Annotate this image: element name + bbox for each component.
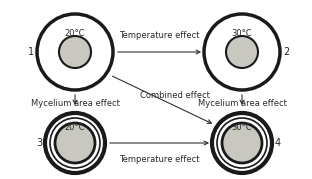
Circle shape xyxy=(212,113,272,173)
Text: 20°C: 20°C xyxy=(65,124,85,132)
Text: Combined effect: Combined effect xyxy=(140,91,210,100)
Text: 20°C: 20°C xyxy=(65,28,85,37)
Text: Temperature effect: Temperature effect xyxy=(119,156,199,165)
Text: Temperature effect: Temperature effect xyxy=(119,32,199,40)
Text: 3: 3 xyxy=(36,138,42,148)
Circle shape xyxy=(45,113,105,173)
Text: Mycelium area effect: Mycelium area effect xyxy=(31,98,119,108)
Circle shape xyxy=(37,14,113,90)
Text: 2: 2 xyxy=(283,47,289,57)
Text: Mycelium area effect: Mycelium area effect xyxy=(197,98,286,108)
Circle shape xyxy=(222,123,262,163)
Circle shape xyxy=(226,36,258,68)
Text: 4: 4 xyxy=(275,138,281,148)
Circle shape xyxy=(204,14,280,90)
Text: 30°C: 30°C xyxy=(232,124,252,132)
Circle shape xyxy=(55,123,95,163)
Circle shape xyxy=(59,36,91,68)
Text: 1: 1 xyxy=(28,47,34,57)
Text: 30°C: 30°C xyxy=(232,28,252,37)
